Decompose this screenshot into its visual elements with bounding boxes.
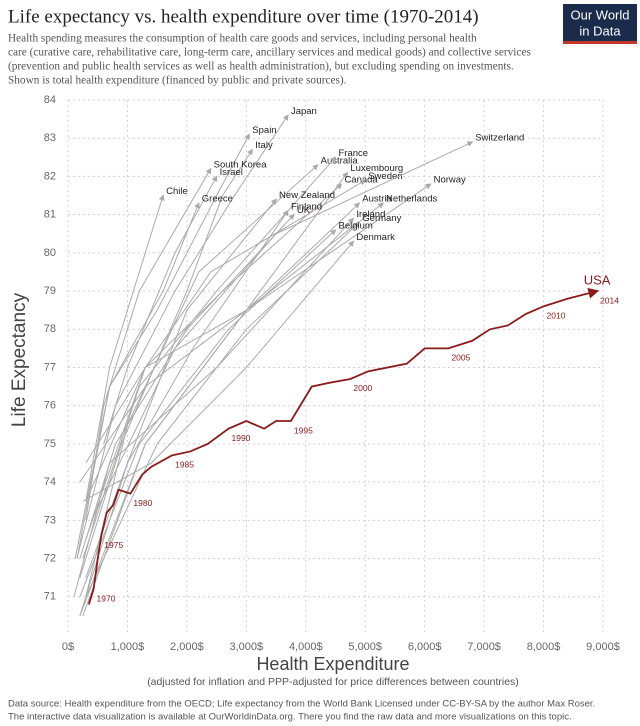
series-line bbox=[79, 209, 289, 617]
y-tick-label: 75 bbox=[44, 438, 56, 450]
subtitle: Shown is total health expenditure (finan… bbox=[8, 75, 347, 87]
year-label: 1980 bbox=[133, 498, 152, 508]
y-tick-label: 74 bbox=[44, 476, 56, 488]
series-label: Switzerland bbox=[475, 133, 524, 144]
series-label: Netherlands bbox=[386, 194, 437, 205]
series-line bbox=[85, 198, 277, 578]
y-tick-label: 82 bbox=[44, 170, 56, 182]
series-label: Greece bbox=[202, 194, 233, 205]
logo bbox=[563, 4, 637, 44]
series-label: UK bbox=[297, 205, 311, 216]
x-tick-label: 9,000$ bbox=[586, 641, 620, 653]
series-label: Norway bbox=[434, 175, 466, 186]
year-label: 1990 bbox=[232, 433, 251, 443]
y-axis-label: Life Expectancy bbox=[9, 292, 30, 427]
subtitle: care (curative care, rehabilitative care… bbox=[8, 47, 531, 59]
y-tick-label: 83 bbox=[44, 132, 56, 144]
y-tick-label: 78 bbox=[44, 323, 56, 335]
y-tick-label: 80 bbox=[44, 247, 56, 259]
subtitle: Health spending measures the consumption… bbox=[8, 33, 477, 45]
x-axis-label: Health Expenditure bbox=[256, 654, 409, 674]
footer: The interactive data visualization is av… bbox=[8, 712, 572, 723]
series-label: Japan bbox=[291, 106, 317, 117]
series-line bbox=[79, 213, 295, 559]
series-line bbox=[79, 183, 432, 483]
series-line bbox=[79, 229, 337, 597]
series-label: Sweden bbox=[368, 171, 402, 182]
series-line bbox=[87, 287, 600, 605]
series-line bbox=[76, 202, 200, 559]
logo-bar bbox=[563, 41, 637, 44]
logo-text: Our World bbox=[571, 7, 630, 22]
year-label: 2000 bbox=[353, 383, 372, 393]
y-tick-label: 79 bbox=[44, 285, 56, 297]
series-label: Germany bbox=[362, 213, 401, 224]
x-tick-label: 1,000$ bbox=[111, 641, 145, 653]
year-label: 1975 bbox=[104, 540, 123, 550]
series-label: New Zealand bbox=[279, 190, 335, 201]
series-label: Denmark bbox=[356, 232, 395, 243]
series-line bbox=[82, 156, 337, 559]
x-tick-label: 0$ bbox=[62, 641, 74, 653]
chart-title: Life expectancy vs. health expenditure o… bbox=[8, 6, 479, 27]
series-label: USA bbox=[584, 273, 611, 288]
series-line bbox=[85, 164, 319, 597]
x-tick-label: 4,000$ bbox=[289, 641, 323, 653]
x-tick-label: 7,000$ bbox=[467, 641, 501, 653]
series-label: Luxembourg bbox=[350, 163, 403, 174]
x-tick-label: 8,000$ bbox=[527, 641, 561, 653]
y-tick-label: 72 bbox=[44, 552, 56, 564]
series-line bbox=[85, 183, 343, 540]
footer: Data source: Health expenditure from the… bbox=[8, 699, 595, 710]
series-label: Italy bbox=[255, 140, 273, 151]
year-label: 2014 bbox=[600, 295, 619, 305]
series-line bbox=[103, 175, 218, 445]
series-label: South Korea bbox=[214, 159, 268, 170]
series-line bbox=[85, 221, 361, 597]
series-label: Chile bbox=[166, 186, 188, 197]
series-label: Finland bbox=[291, 201, 322, 212]
series-line bbox=[82, 240, 355, 502]
y-tick-label: 84 bbox=[44, 94, 56, 106]
series-label: Austria bbox=[362, 194, 392, 205]
y-tick-label: 76 bbox=[44, 400, 56, 412]
series-label: Belgium bbox=[339, 220, 373, 231]
x-tick-label: 2,000$ bbox=[170, 641, 204, 653]
x-axis-sublabel: (adjusted for inflation and PPP-adjusted… bbox=[147, 676, 519, 688]
year-label: 1985 bbox=[175, 460, 194, 470]
series-label: Ireland bbox=[356, 209, 385, 220]
x-tick-label: 5,000$ bbox=[348, 641, 382, 653]
year-label: 2005 bbox=[451, 353, 470, 363]
series-label: Israel bbox=[220, 167, 243, 178]
y-tick-label: 77 bbox=[44, 361, 56, 373]
series-line bbox=[85, 194, 165, 502]
logo-text: in Data bbox=[579, 23, 621, 38]
year-label: 1995 bbox=[294, 425, 313, 435]
series-line bbox=[76, 114, 289, 559]
y-tick-label: 81 bbox=[44, 209, 56, 221]
year-label: 1970 bbox=[97, 593, 116, 603]
series-line bbox=[82, 202, 361, 617]
series-label: France bbox=[339, 148, 369, 159]
series-label: Australia bbox=[321, 155, 359, 166]
y-tick-label: 71 bbox=[44, 591, 56, 603]
series-label: Spain bbox=[252, 125, 276, 136]
x-tick-label: 3,000$ bbox=[230, 641, 264, 653]
series-line bbox=[85, 202, 385, 502]
series-line bbox=[91, 141, 474, 521]
series-line bbox=[85, 179, 367, 464]
x-tick-label: 6,000$ bbox=[408, 641, 442, 653]
year-label: 2010 bbox=[547, 311, 566, 321]
y-tick-label: 73 bbox=[44, 514, 56, 526]
subtitle: (prevention and public health services a… bbox=[8, 61, 514, 73]
